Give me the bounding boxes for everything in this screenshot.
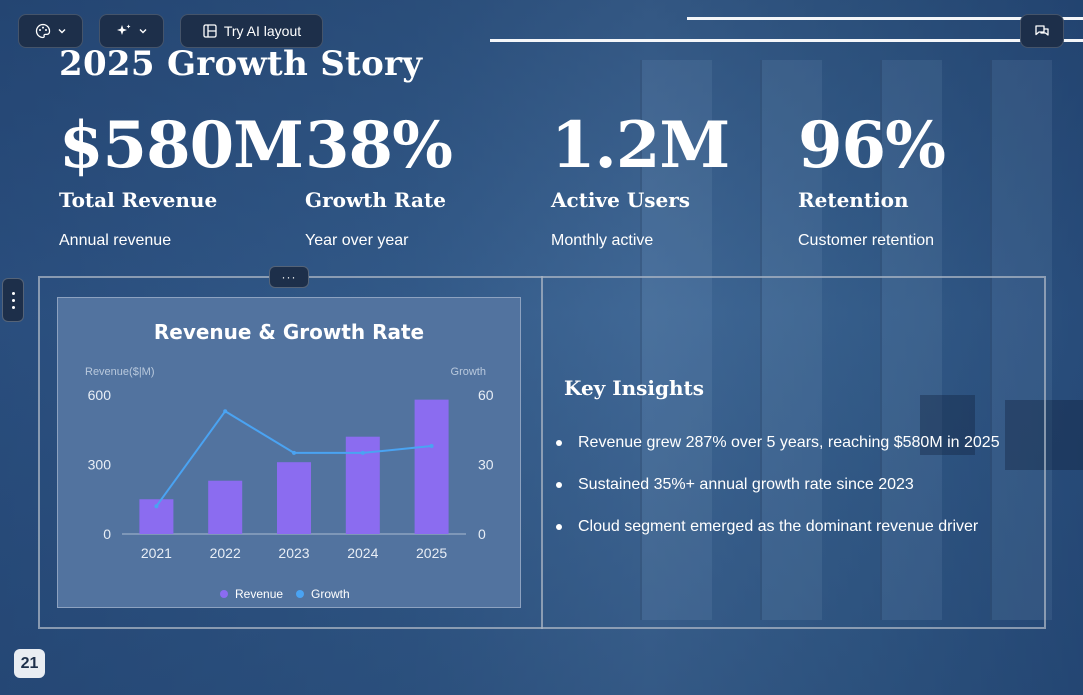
insight-item: Revenue grew 287% over 5 years, reaching… (556, 422, 1000, 464)
stat-value: 38% (305, 108, 453, 183)
stat-subtext: Year over year (305, 232, 409, 249)
y-right-tick-label: 30 (478, 457, 494, 473)
growth-point-2023 (292, 450, 296, 455)
legend-marker-revenue (220, 590, 228, 598)
chevron-down-icon (58, 29, 65, 34)
handle-dot (11, 298, 15, 302)
insight-item: Cloud segment emerged as the dominant re… (556, 506, 1000, 548)
insight-text: Revenue grew 287% over 5 years, reaching… (578, 434, 1000, 451)
insights-title: Key Insights (564, 376, 705, 400)
growth-point-2025 (429, 443, 434, 448)
stat-subtext: Annual revenue (59, 232, 172, 249)
bullet-icon (556, 482, 562, 488)
stat-label: Growth Rate (305, 188, 446, 212)
growth-point-2022 (223, 409, 228, 414)
legend-marker-growth (296, 590, 304, 598)
column-divider[interactable] (541, 276, 543, 629)
try-ai-layout-button[interactable]: Try AI layout (180, 14, 323, 48)
y-left-tick-label: 600 (88, 387, 112, 403)
try-ai-layout-label: Try AI layout (223, 23, 302, 39)
legend-label-revenue: Revenue (235, 587, 283, 601)
revenue-growth-chart: Revenue & Growth Rate Revenue($|M) Growt… (85, 320, 494, 601)
slide-title: 2025 Growth Story (59, 44, 423, 84)
stat-growth-rate: 38% Growth Rate Year over year (305, 110, 545, 250)
growth-point-2021 (154, 504, 159, 509)
insights-list: Revenue grew 287% over 5 years, reaching… (556, 422, 1000, 548)
stat-label: Total Revenue (59, 188, 218, 212)
comments-button[interactable] (1020, 14, 1064, 48)
theme-menu-button[interactable] (18, 14, 83, 48)
stat-value: $580M (59, 108, 304, 183)
handle-dot (11, 291, 15, 295)
stat-value: 1.2M (551, 108, 730, 183)
y-left-tick-label: 0 (103, 526, 111, 542)
bullet-icon (556, 440, 562, 446)
stat-label: Active Users (551, 188, 691, 212)
comments-icon (1035, 25, 1049, 36)
y-right-axis-label: Growth (451, 366, 486, 378)
ai-menu-button[interactable] (99, 14, 164, 48)
stat-retention: 96% Retention Customer retention (798, 110, 1038, 250)
bar-revenue-2022 (208, 480, 243, 534)
chart-ticks: 0 300 600 0 30 60 2021 2022 2023 2024 2025 (88, 387, 494, 561)
drag-handle-top[interactable]: ··· (269, 266, 309, 288)
stat-subtext: Monthly active (551, 232, 654, 249)
stat-value: 96% (798, 108, 946, 183)
y-left-tick-label: 300 (88, 457, 112, 473)
decorative-line (687, 17, 1083, 20)
y-right-tick-label: 60 (478, 387, 494, 403)
x-tick-label: 2021 (141, 545, 172, 561)
chevron-down-icon (139, 29, 146, 34)
drag-handle-left[interactable] (2, 278, 24, 322)
bullet-icon (556, 524, 562, 530)
stat-active-users: 1.2M Active Users Monthly active (551, 110, 791, 250)
chart-growth-line (154, 409, 434, 509)
bar-revenue-2025 (414, 399, 449, 534)
insight-item: Sustained 35%+ annual growth rate since … (556, 464, 1000, 506)
insight-text: Sustained 35%+ annual growth rate since … (578, 476, 914, 493)
handle-dot (11, 305, 15, 309)
y-right-tick-label: 0 (478, 526, 486, 542)
layout-icon (203, 24, 217, 38)
legend-label-growth: Growth (311, 587, 350, 601)
stat-total-revenue: $580M Total Revenue Annual revenue (59, 108, 304, 250)
bar-revenue-2023 (277, 462, 311, 534)
x-tick-label: 2022 (210, 545, 241, 561)
stat-label: Retention (798, 188, 909, 212)
insight-text: Cloud segment emerged as the dominant re… (578, 518, 979, 535)
y-left-axis-label: Revenue($|M) (85, 366, 155, 378)
x-tick-label: 2023 (278, 545, 309, 561)
decorative-line (490, 39, 1083, 42)
page-number-badge[interactable]: 21 (14, 649, 45, 678)
x-tick-label: 2024 (347, 545, 378, 561)
stat-subtext: Customer retention (798, 232, 935, 249)
growth-point-2024 (360, 450, 365, 455)
sparkles-icon (116, 24, 130, 35)
chart-title: Revenue & Growth Rate (154, 320, 424, 344)
x-tick-label: 2025 (416, 545, 447, 561)
chart-card[interactable]: Revenue & Growth Rate Revenue($|M) Growt… (57, 297, 521, 608)
chart-legend: Revenue Growth (220, 587, 350, 601)
palette-icon (35, 23, 50, 39)
